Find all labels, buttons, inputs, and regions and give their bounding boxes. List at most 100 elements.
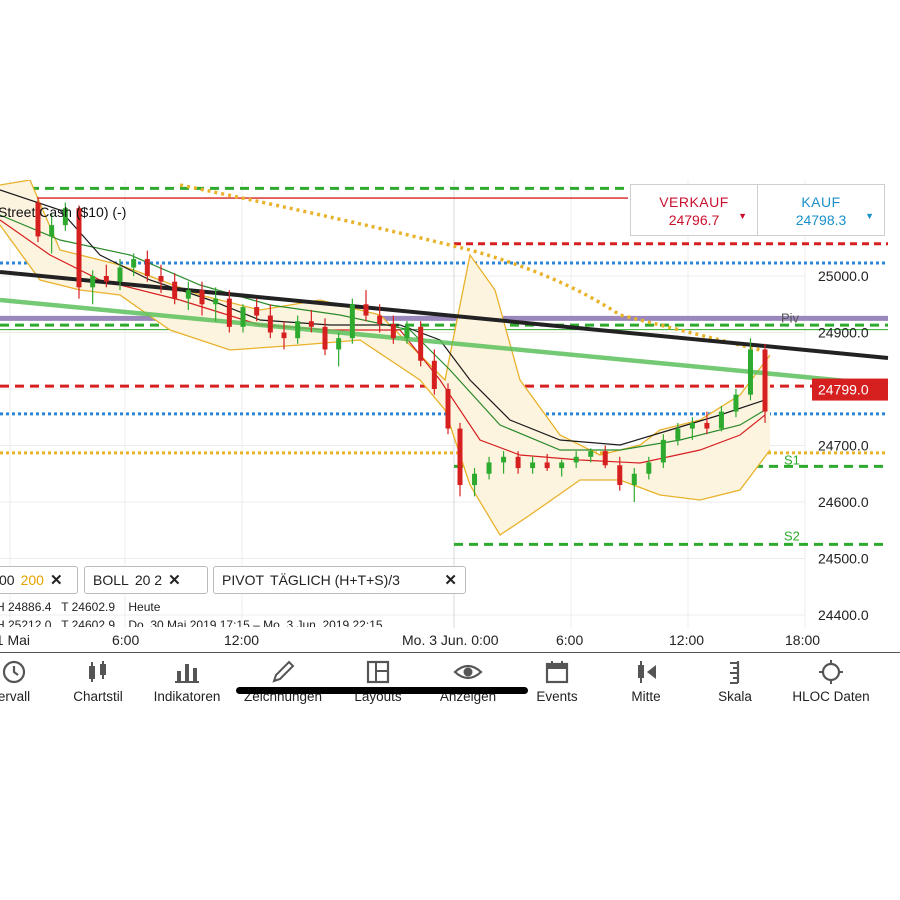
chip-boll-params: 20 2 (134, 572, 163, 588)
candle-body (762, 349, 768, 412)
toolbar-skala-label: Skala (718, 689, 752, 704)
trendline-black (0, 270, 889, 360)
candle-body (144, 259, 150, 276)
toolbar-chartstil-label: Chartstil (73, 689, 123, 704)
candle-body (349, 304, 355, 339)
ma-200-dotted (179, 183, 761, 352)
chip-boll[interactable]: BOLL 20 2 ✕ (84, 566, 208, 594)
candle-body (172, 281, 178, 299)
candles (35, 196, 768, 502)
current-price-label: 24799.0 (818, 382, 869, 398)
toolbar-mitte-label: Mitte (631, 689, 661, 704)
buy-price: 24798.3 (795, 212, 847, 228)
toolbar-anzeigen[interactable]: Anzeigen (418, 653, 518, 704)
pivot-label: Piv (781, 310, 800, 325)
candle-body (733, 394, 739, 412)
current-price-tag (812, 378, 888, 401)
sell-button[interactable]: VERKAUF 24796.7 ▼ (631, 185, 757, 235)
price-tick-label: 24900.0 (818, 325, 869, 341)
chip-pivot-close-icon[interactable]: ✕ (444, 572, 457, 589)
chip-pivot-name: PIVOT (222, 572, 265, 588)
home-indicator (236, 687, 528, 694)
candle-body (240, 307, 246, 327)
toolbar-mitte[interactable]: Mitte (596, 653, 696, 704)
candle-body (431, 360, 437, 389)
candle-body (76, 208, 82, 288)
price-tick-label: 25000.0 (818, 268, 869, 284)
chip-ma[interactable]: 00 200 ✕ (0, 566, 78, 594)
bottom-toolbar: ervall Chartstil Indikatoren Zeichnungen… (0, 652, 900, 709)
candle-body (588, 451, 594, 457)
candle-body (90, 276, 96, 288)
time-axis: 31 Mai 6:00 12:00 Mo. 3 Jun. 0:00 6:00 12:00 1… (0, 632, 820, 648)
candle-body (281, 332, 287, 339)
candles-icon (89, 661, 106, 682)
candle-body (675, 428, 681, 440)
price-tick-label: 24400.0 (818, 607, 869, 623)
candle-body (602, 451, 608, 466)
candle-body (445, 389, 451, 429)
candle-body (457, 428, 463, 486)
candle-body (363, 304, 369, 316)
price-tick-label: 24600.0 (818, 494, 869, 510)
toolbar-hloc-label: HLOC Daten (792, 689, 870, 704)
layout-icon (366, 660, 390, 684)
ohlc-date: Heute (128, 600, 161, 614)
candle-body (117, 267, 123, 282)
candle-body (573, 456, 579, 463)
toolbar-chartstil[interactable]: Chartstil (48, 653, 148, 704)
candle-body (308, 321, 314, 327)
candle-body (530, 462, 536, 469)
chip-pivot[interactable]: PIVOT TÄGLICH (H+T+S)/3 ✕ (213, 566, 466, 594)
ohlc-date: Do. 30 Mai 2019 17:15 – Mo. 3 Jun. 2019 … (128, 618, 383, 627)
s2-label: S2 (784, 528, 800, 543)
trendline-green (0, 297, 889, 388)
price-tick-label: 24500.0 (818, 551, 869, 567)
time-tick-label: 6:00 (556, 632, 583, 648)
candle-body (185, 290, 191, 299)
bar-chart-icon (175, 664, 199, 683)
chip-ma-value: 200 (20, 572, 44, 588)
price-chart[interactable]: 25000.0 24900.0 24700.0 24600.0 24500.0 24400… (0, 180, 900, 650)
ohlc-row-range: H 25212.0 T 24602.9 Do. 30 Mai 2019 17:1… (0, 618, 383, 627)
toolbar-layouts[interactable]: Layouts (328, 653, 428, 704)
candle-body (718, 411, 724, 429)
toolbar-zeichnungen[interactable]: Zeichnungen (233, 653, 333, 704)
center-icon (638, 661, 656, 683)
toolbar-hloc[interactable]: HLOC Daten (781, 653, 881, 704)
chip-ma-prefix: 00 (0, 572, 15, 588)
chart-grid (0, 180, 806, 628)
chip-ma-close-icon[interactable]: ✕ (49, 572, 63, 589)
candle-body (617, 465, 623, 486)
candle-body (336, 338, 342, 350)
pivot-levels (0, 186, 888, 546)
time-tick-label: 12:00 (224, 632, 259, 648)
chip-boll-name: BOLL (93, 572, 129, 588)
toolbar-skala[interactable]: Skala (685, 653, 785, 704)
time-tick-label: 31 Mai (0, 632, 30, 648)
candle-body (131, 259, 137, 268)
time-tick-label: 12:00 (669, 632, 704, 648)
toolbar-interval[interactable]: ervall (0, 653, 64, 704)
candle-body (199, 290, 205, 305)
ohlc-high: H 25212.0 (0, 618, 52, 627)
bollinger-fill (0, 180, 770, 535)
candle-body (390, 324, 396, 339)
chip-boll-close-icon[interactable]: ✕ (168, 572, 181, 589)
chip-pivot-params: TÄGLICH (H+T+S)/3 (270, 572, 400, 588)
buy-button[interactable]: KAUF 24798.3 ▼ (757, 185, 884, 235)
candle-body (660, 439, 666, 463)
candle-body (158, 276, 164, 282)
candle-body (404, 326, 410, 339)
toolbar-events[interactable]: Events (507, 653, 607, 704)
price-tick-label: 24700.0 (818, 438, 869, 454)
toolbar-indikatoren[interactable]: Indikatoren (137, 653, 237, 704)
ohlc-low: T 24602.9 (61, 600, 116, 614)
candle-body (646, 462, 652, 474)
candle-body (559, 462, 565, 469)
candle-body (418, 326, 424, 361)
bollinger-lower (0, 224, 771, 536)
candle-body (267, 315, 273, 333)
ohlc-high: H 24886.4 (0, 600, 52, 614)
toolbar-indikatoren-label: Indikatoren (153, 689, 221, 704)
